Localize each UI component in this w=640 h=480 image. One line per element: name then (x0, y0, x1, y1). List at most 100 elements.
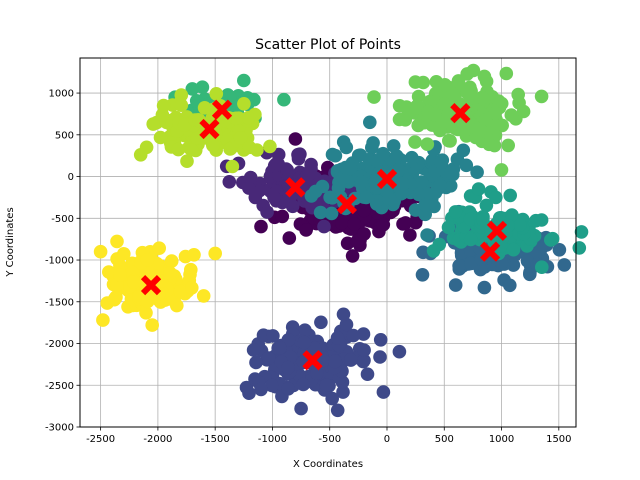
data-point (499, 66, 514, 81)
data-point (164, 254, 179, 268)
data-point (117, 247, 131, 261)
data-point (357, 227, 371, 241)
data-point (237, 97, 251, 111)
data-point (185, 281, 199, 295)
data-point (433, 179, 447, 193)
data-point (572, 241, 587, 255)
centroid-marker (336, 193, 358, 215)
centroid-marker (450, 102, 471, 124)
data-point (145, 318, 159, 332)
y-tick-label: -1000 (45, 256, 74, 267)
y-tick-label: -2000 (45, 339, 74, 350)
data-point (448, 205, 463, 219)
data-point (282, 231, 297, 245)
data-point (354, 175, 369, 189)
y-tick-label: 0 (68, 172, 74, 183)
data-point (347, 217, 362, 231)
data-point (319, 378, 334, 393)
data-point (184, 262, 198, 277)
data-point (171, 142, 186, 157)
data-point (464, 90, 478, 105)
data-point (552, 243, 567, 257)
data-point (363, 115, 377, 130)
data-point (229, 111, 243, 126)
data-point (418, 198, 433, 212)
data-point (328, 354, 342, 369)
data-point (345, 249, 360, 263)
data-point (434, 155, 449, 170)
data-point (113, 268, 127, 282)
centroid-marker (211, 99, 233, 120)
data-point (102, 265, 116, 279)
data-point (464, 256, 478, 271)
data-point (335, 216, 349, 230)
y-tick-label: 500 (55, 130, 74, 141)
x-tick-label: 1500 (546, 434, 571, 445)
data-point (339, 140, 354, 155)
data-point (471, 182, 486, 196)
data-point (428, 107, 442, 122)
x-tick-label: -1500 (201, 434, 230, 445)
data-point (281, 360, 295, 375)
data-point (174, 98, 189, 112)
x-tick-label: 1000 (489, 434, 514, 445)
data-point (209, 87, 224, 101)
data-point (452, 122, 467, 136)
data-point (196, 289, 211, 303)
data-point (503, 278, 517, 293)
data-point (505, 208, 519, 222)
data-point (392, 112, 407, 127)
data-point (93, 244, 108, 259)
data-point (373, 333, 388, 347)
data-point (237, 73, 251, 88)
data-point (414, 175, 429, 189)
data-point (512, 96, 526, 110)
data-point (460, 67, 475, 81)
data-point (356, 203, 371, 218)
data-point (448, 278, 463, 292)
data-point (398, 216, 413, 230)
data-point (110, 234, 124, 249)
data-point (336, 171, 350, 185)
data-point (281, 382, 296, 396)
data-point (246, 343, 261, 357)
data-point (280, 163, 295, 177)
data-point (254, 382, 268, 397)
data-point (139, 306, 153, 320)
data-point (163, 266, 177, 280)
data-point (437, 97, 452, 111)
x-axis-label: X Coordinates (293, 459, 363, 470)
data-point (317, 219, 331, 234)
data-point (173, 284, 188, 299)
data-point (476, 213, 490, 227)
data-point (489, 190, 503, 205)
data-point (140, 294, 155, 309)
data-point (415, 268, 430, 282)
data-point (336, 307, 351, 322)
data-point (314, 315, 328, 330)
x-tick-label: -2000 (143, 434, 172, 445)
data-point (208, 246, 222, 261)
data-point (330, 331, 345, 345)
data-point (479, 198, 494, 213)
data-point (357, 343, 371, 358)
data-point (426, 244, 441, 258)
data-point (170, 298, 184, 313)
data-point (501, 218, 515, 233)
data-point (296, 377, 311, 392)
chart-title: Scatter Plot of Points (255, 37, 401, 53)
data-point (301, 168, 316, 183)
data-point (482, 137, 496, 152)
y-tick-label: -3000 (45, 423, 74, 434)
data-point (249, 355, 263, 370)
data-point (248, 190, 263, 205)
data-point (450, 152, 465, 166)
centroid-marker (199, 118, 220, 140)
data-point (288, 132, 303, 146)
data-point (222, 175, 237, 189)
data-point (356, 327, 371, 341)
data-point (133, 148, 148, 162)
data-point (324, 206, 339, 221)
data-point (313, 205, 328, 220)
data-point (310, 366, 324, 380)
